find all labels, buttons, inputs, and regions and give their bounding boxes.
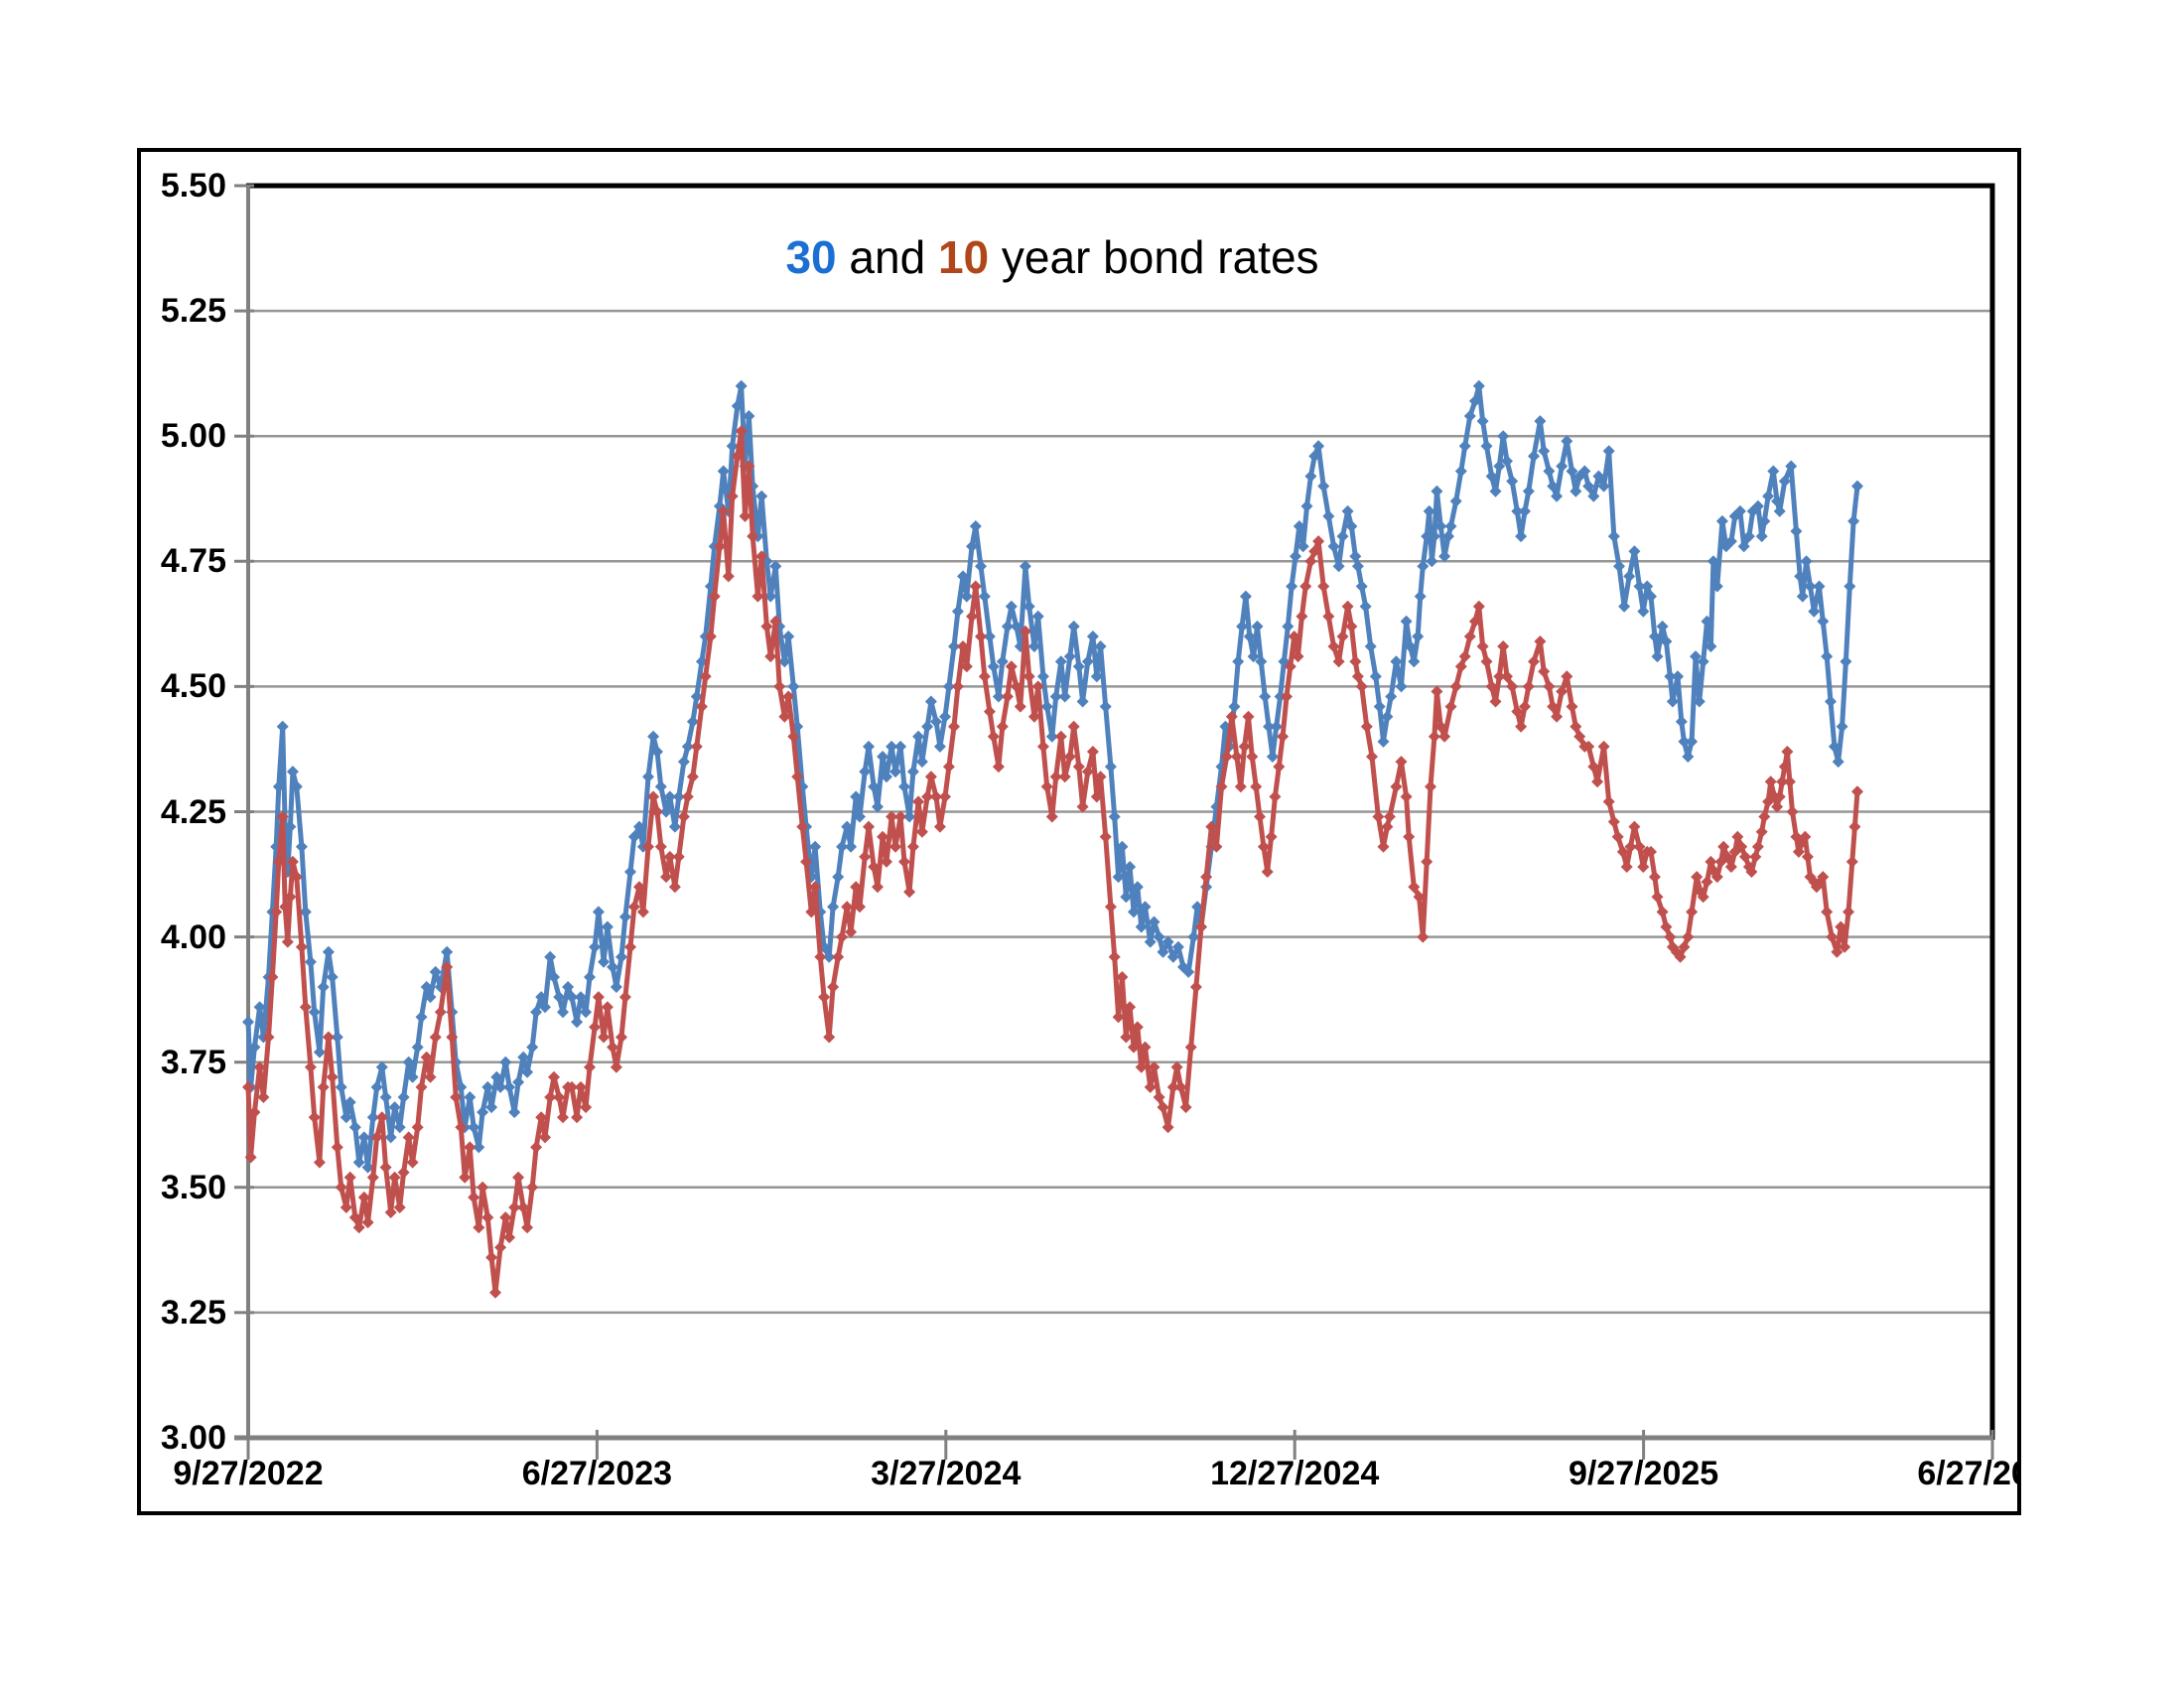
title-and: and bbox=[836, 231, 938, 283]
y-axis-label: 5.50 bbox=[160, 167, 226, 205]
x-axis-label: 12/27/2024 bbox=[1210, 1455, 1380, 1492]
plot-area bbox=[234, 183, 1995, 1460]
series-10-year-markers bbox=[242, 425, 1863, 1299]
title-10: 10 bbox=[937, 231, 990, 283]
y-axis-label: 3.00 bbox=[160, 1419, 226, 1457]
chart-title: 30 and 10 year bond rates bbox=[556, 231, 1549, 284]
y-axis-label: 4.25 bbox=[160, 792, 226, 831]
y-axis-label: 4.50 bbox=[160, 667, 226, 706]
x-axis-label: 9/27/2022 bbox=[173, 1455, 324, 1492]
x-axis-label: 3/27/2024 bbox=[871, 1455, 1022, 1492]
title-year-bond-rates: year bond rates bbox=[989, 231, 1319, 283]
x-axis-label: 6/27/2026 bbox=[1917, 1455, 2017, 1492]
y-axis-label: 3.25 bbox=[160, 1293, 226, 1332]
y-axis-label: 3.50 bbox=[160, 1168, 226, 1206]
y-axis-label: 4.00 bbox=[160, 917, 226, 956]
x-axis-label: 6/27/2023 bbox=[521, 1455, 673, 1492]
y-axis-label: 5.25 bbox=[160, 292, 226, 331]
y-axis-label: 5.00 bbox=[160, 417, 226, 456]
y-axis-label: 4.75 bbox=[160, 542, 226, 581]
title-30: 30 bbox=[785, 231, 837, 283]
y-axis-label: 3.75 bbox=[160, 1043, 226, 1081]
series-30-year-markers bbox=[242, 379, 1863, 1174]
series-10-year-line bbox=[245, 428, 1860, 1296]
chart-frame: 30 and 10 year bond rates 5.50 5.25 5.00 4.… bbox=[137, 148, 2021, 1515]
x-axis-label: 9/27/2025 bbox=[1568, 1455, 1719, 1492]
